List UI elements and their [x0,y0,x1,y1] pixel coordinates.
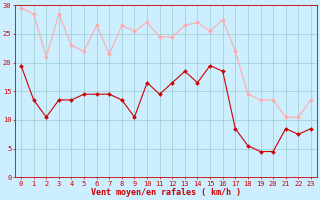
X-axis label: Vent moyen/en rafales ( km/h ): Vent moyen/en rafales ( km/h ) [91,188,241,197]
